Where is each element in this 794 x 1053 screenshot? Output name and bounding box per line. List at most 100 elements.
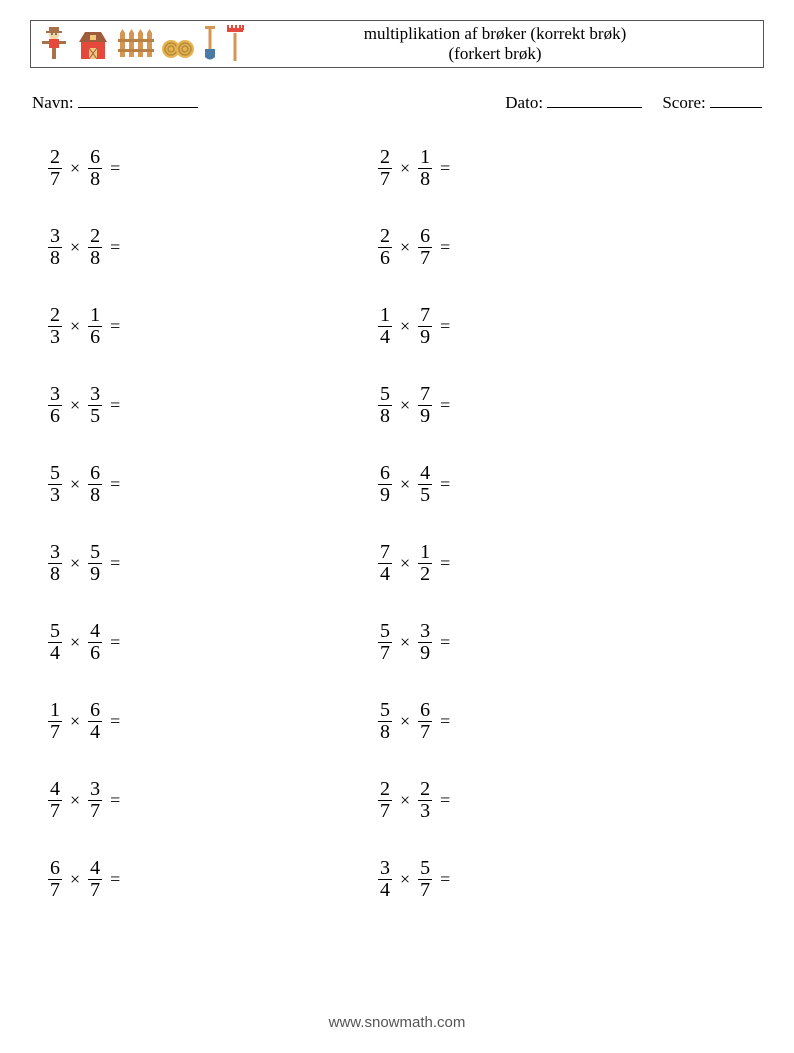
numerator: 2 — [418, 779, 432, 800]
fraction-a: 38 — [48, 226, 62, 269]
numerator: 7 — [418, 305, 432, 326]
denominator: 7 — [418, 879, 432, 901]
denominator: 5 — [88, 405, 102, 427]
denominator: 9 — [88, 563, 102, 585]
page-title: multiplikation af brøker (korrekt brøk) … — [245, 24, 745, 65]
fraction-a: 27 — [378, 147, 392, 190]
numerator: 6 — [418, 226, 432, 247]
times-symbol: × — [70, 395, 80, 416]
times-symbol: × — [70, 237, 80, 258]
times-symbol: × — [70, 553, 80, 574]
equals-symbol: = — [440, 869, 450, 890]
fraction-b: 39 — [418, 621, 432, 664]
problem: 17×64= — [48, 700, 378, 743]
problem: 58×67= — [378, 700, 708, 743]
denominator: 3 — [48, 484, 62, 506]
equals-symbol: = — [440, 553, 450, 574]
problem: 36×35= — [48, 384, 378, 427]
numerator: 2 — [378, 147, 392, 168]
equals-symbol: = — [440, 395, 450, 416]
numerator: 6 — [378, 463, 392, 484]
times-symbol: × — [400, 395, 410, 416]
equals-symbol: = — [110, 158, 120, 179]
fraction-b: 67 — [418, 226, 432, 269]
times-symbol: × — [400, 237, 410, 258]
numerator: 5 — [48, 621, 62, 642]
denominator: 3 — [48, 326, 62, 348]
times-symbol: × — [70, 158, 80, 179]
numerator: 2 — [378, 226, 392, 247]
fraction-a: 27 — [378, 779, 392, 822]
denominator: 8 — [418, 168, 432, 190]
numerator: 4 — [88, 858, 102, 879]
numerator: 3 — [48, 542, 62, 563]
fraction-a: 14 — [378, 305, 392, 348]
times-symbol: × — [70, 711, 80, 732]
numerator: 4 — [418, 463, 432, 484]
fraction-b: 16 — [88, 305, 102, 348]
fraction-b: 46 — [88, 621, 102, 664]
equals-symbol: = — [440, 158, 450, 179]
fraction-a: 38 — [48, 542, 62, 585]
score-blank[interactable] — [710, 90, 762, 108]
numerator: 5 — [378, 700, 392, 721]
denominator: 7 — [48, 721, 62, 743]
times-symbol: × — [70, 632, 80, 653]
denominator: 8 — [378, 405, 392, 427]
numerator: 1 — [418, 542, 432, 563]
times-symbol: × — [400, 632, 410, 653]
denominator: 7 — [378, 800, 392, 822]
score-label: Score: — [662, 93, 705, 112]
equals-symbol: = — [440, 237, 450, 258]
shovel-icon — [201, 25, 219, 63]
times-symbol: × — [400, 711, 410, 732]
name-blank[interactable] — [78, 90, 198, 108]
fraction-b: 79 — [418, 305, 432, 348]
numerator: 4 — [48, 779, 62, 800]
problem: 54×46= — [48, 621, 378, 664]
fraction-b: 28 — [88, 226, 102, 269]
denominator: 7 — [48, 800, 62, 822]
fraction-b: 23 — [418, 779, 432, 822]
fraction-a: 47 — [48, 779, 62, 822]
denominator: 4 — [378, 326, 392, 348]
fraction-b: 67 — [418, 700, 432, 743]
equals-symbol: = — [110, 711, 120, 732]
fraction-a: 69 — [378, 463, 392, 506]
times-symbol: × — [400, 316, 410, 337]
problem: 57×39= — [378, 621, 708, 664]
denominator: 2 — [418, 563, 432, 585]
problem: 2 6 × 67 = — [378, 226, 708, 269]
numerator: 1 — [418, 147, 432, 168]
problem: 27×68= — [48, 147, 378, 190]
numerator: 2 — [378, 779, 392, 800]
denominator: 9 — [418, 326, 432, 348]
scarecrow-icon — [39, 25, 69, 63]
fraction-a: 17 — [48, 700, 62, 743]
numerator: 1 — [88, 305, 102, 326]
equals-symbol: = — [440, 316, 450, 337]
denominator: 8 — [378, 721, 392, 743]
denominator: 4 — [48, 642, 62, 664]
denominator: 4 — [378, 879, 392, 901]
denominator: 7 — [418, 247, 432, 269]
numerator: 5 — [378, 384, 392, 405]
denominator: 3 — [418, 800, 432, 822]
problem: 53×68= — [48, 463, 378, 506]
denominator: 9 — [418, 642, 432, 664]
times-symbol: × — [70, 869, 80, 890]
fraction-b: 12 — [418, 542, 432, 585]
denominator: 9 — [418, 405, 432, 427]
numerator: 6 — [88, 700, 102, 721]
numerator: 2 — [48, 305, 62, 326]
fraction-b: 18 — [418, 147, 432, 190]
fraction-a: 34 — [378, 858, 392, 901]
fraction-a: 67 — [48, 858, 62, 901]
fraction-b: 59 — [88, 542, 102, 585]
numerator: 1 — [48, 700, 62, 721]
date-blank[interactable] — [547, 90, 642, 108]
equals-symbol: = — [110, 790, 120, 811]
fraction-a: 23 — [48, 305, 62, 348]
fraction-a: 58 — [378, 700, 392, 743]
equals-symbol: = — [110, 553, 120, 574]
